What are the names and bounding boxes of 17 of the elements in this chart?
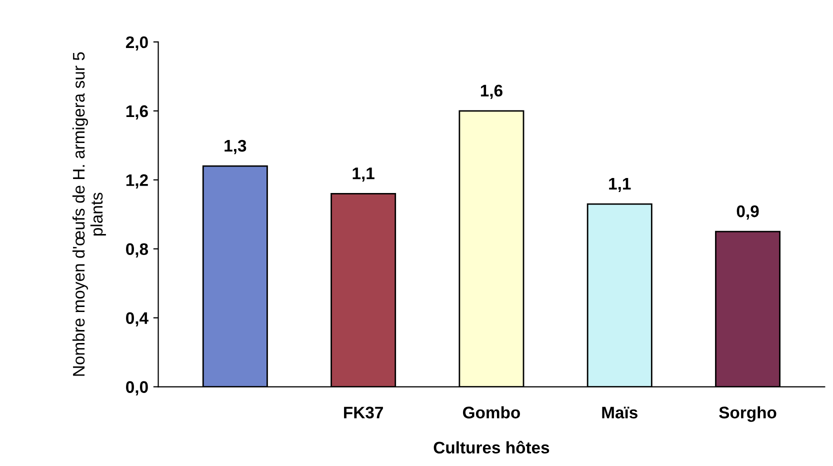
x-axis-title: Cultures hôtes bbox=[434, 440, 550, 454]
x-tick-label: FK37 bbox=[344, 406, 383, 418]
x-tick-label: Gombo bbox=[462, 406, 520, 418]
data-label: 1,3 bbox=[224, 140, 246, 154]
x-tick-label: Sorgho bbox=[719, 406, 776, 422]
y-tick-label: 1,2 bbox=[126, 174, 148, 188]
y-tick-label: 0,8 bbox=[126, 243, 148, 258]
data-label: 1,6 bbox=[480, 84, 502, 99]
y-tick-label: 2,0 bbox=[126, 36, 148, 51]
y-axis-title: Nombre moyen d'œufs de H. armigera sur 5 plants bbox=[72, 52, 106, 376]
data-label: 1,1 bbox=[609, 178, 631, 192]
y-tick-label: 0,4 bbox=[126, 312, 148, 326]
data-label: 1,1 bbox=[352, 168, 374, 182]
y-tick-label: 0,0 bbox=[126, 381, 148, 396]
y-tick-label: 1,6 bbox=[126, 105, 148, 120]
x-tick-label: Maïs bbox=[602, 406, 638, 418]
data-label: 0,9 bbox=[736, 205, 759, 220]
